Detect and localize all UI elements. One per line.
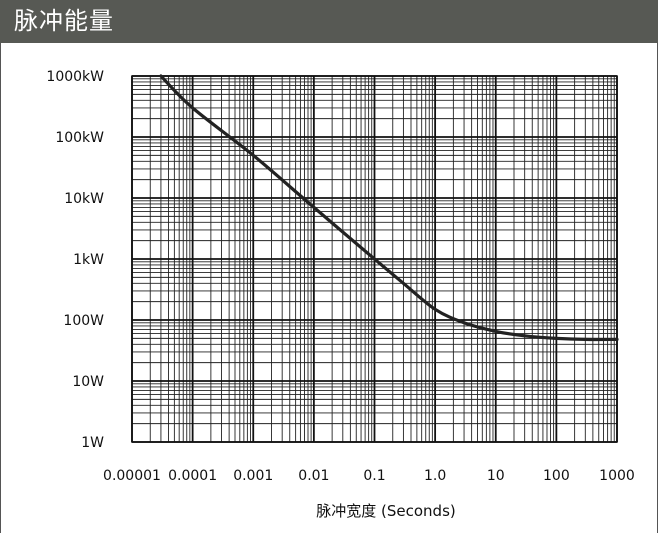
x-tick-label: 1000 xyxy=(599,468,635,484)
x-tick-labels: 0.00001 0.0001 0.001 0.01 0.1 1.0 10 100 1000 xyxy=(103,468,635,484)
data-series-line xyxy=(159,74,619,342)
x-tick-label: 0.001 xyxy=(233,468,273,484)
y-tick-label: 10kW xyxy=(64,191,104,207)
x-tick-label: 0.00001 xyxy=(103,468,161,484)
y-tick-labels: 1W 10W 100W 1kW 10kW 100kW 1000kW xyxy=(46,69,104,451)
plot-border xyxy=(131,75,618,443)
y-tick-label: 100kW xyxy=(55,130,104,146)
header-bar: 脉冲能量 xyxy=(0,0,658,43)
x-tick-label: 0.01 xyxy=(298,468,329,484)
page-title: 脉冲能量 xyxy=(14,7,114,35)
x-tick-label: 10 xyxy=(487,468,505,484)
y-tick-label: 10W xyxy=(72,374,104,390)
y-tick-label: 100W xyxy=(63,313,104,329)
x-tick-label: 0.0001 xyxy=(168,468,217,484)
y-tick-label: 1000kW xyxy=(46,69,104,85)
x-tick-label: 1.0 xyxy=(424,468,446,484)
y-tick-label: 1kW xyxy=(73,252,104,268)
x-tick-label: 100 xyxy=(543,468,570,484)
x-tick-label: 0.1 xyxy=(363,468,385,484)
x-axis-label: 脉冲宽度 (Seconds) xyxy=(316,502,456,520)
y-tick-label: 1W xyxy=(81,435,104,451)
